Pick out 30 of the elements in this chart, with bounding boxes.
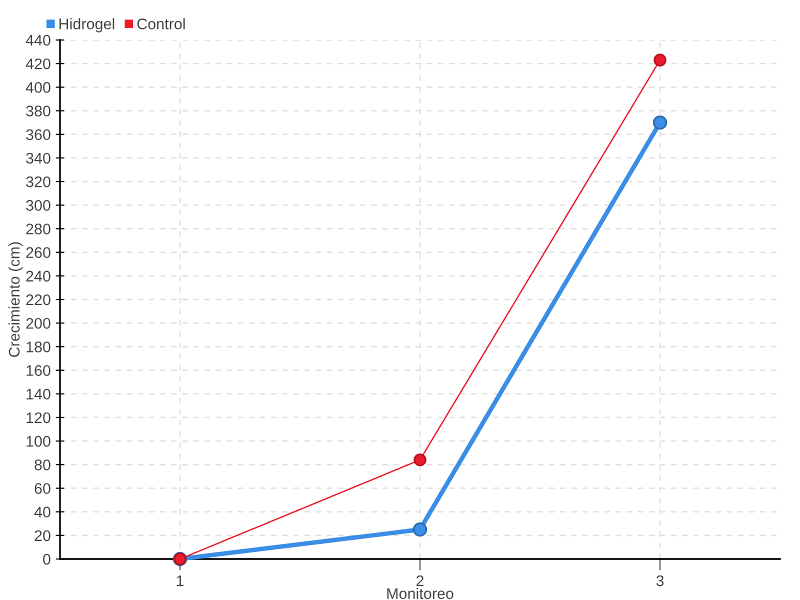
- y-tick-label: 240: [26, 270, 50, 282]
- x-axis-title: Monitoreo: [387, 588, 454, 600]
- y-tick-label: 160: [26, 365, 50, 376]
- y-tick-label: 440: [26, 34, 50, 46]
- legend-label: Hidrogel: [60, 18, 114, 32]
- y-tick-label: 180: [26, 342, 50, 352]
- legend-label: Control: [137, 18, 185, 30]
- y-tick-label: 260: [26, 247, 50, 258]
- y-tick-label: 60: [34, 483, 50, 494]
- y-tick-label: 420: [26, 58, 50, 70]
- y-tick-label: 300: [26, 200, 50, 211]
- y-axis-title: Crecimiento (cm): [8, 242, 23, 357]
- y-tick-label: 80: [34, 460, 50, 470]
- x-tick-label: 3: [656, 575, 664, 586]
- y-tick-label: 320: [26, 176, 50, 188]
- y-tick-label: 0: [43, 554, 50, 565]
- y-tick-label: 120: [26, 412, 50, 424]
- y-tick-label: 40: [34, 506, 50, 518]
- y-tick-label: 340: [26, 152, 50, 164]
- x-tick-label: 2: [416, 575, 424, 586]
- x-tick-label: 1: [176, 576, 184, 586]
- y-tick-label: 200: [26, 318, 50, 329]
- y-tick-label: 100: [26, 436, 50, 447]
- y-tick-label: 280: [26, 224, 50, 234]
- y-tick-label: 220: [26, 294, 50, 306]
- y-tick-label: 20: [34, 530, 50, 542]
- y-tick-label: 400: [26, 82, 50, 93]
- y-tick-label: 140: [26, 388, 50, 400]
- y-tick-label: 380: [26, 106, 50, 116]
- y-tick-label: 360: [26, 129, 50, 140]
